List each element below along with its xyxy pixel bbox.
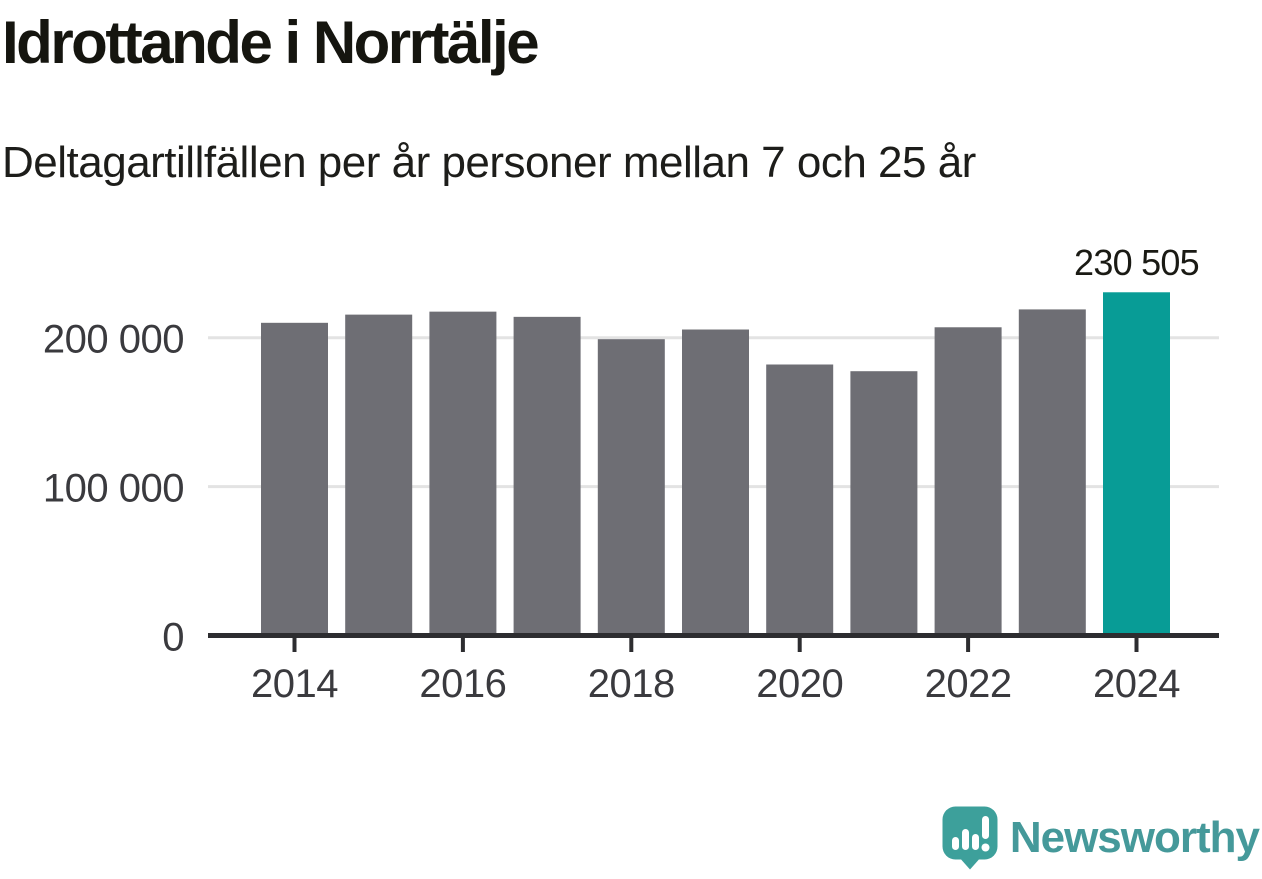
- x-tick-label-2020: 2020: [756, 662, 843, 706]
- x-tick-label-2016: 2016: [419, 662, 506, 706]
- bar-2018: [597, 339, 665, 636]
- brand-footer: Newsworthy: [942, 806, 1260, 870]
- bar-2015: [345, 314, 413, 636]
- logo-exclamation-dot: [981, 843, 990, 852]
- page-title: Idrottande i Norrtälje: [2, 9, 540, 76]
- logo-bar-1: [951, 837, 959, 850]
- bar-2016: [429, 311, 497, 636]
- x-tick-label-2022: 2022: [925, 662, 1012, 706]
- bar-2017: [513, 316, 581, 636]
- y-tick-label-0: 0: [162, 616, 184, 660]
- bar-2014: [261, 322, 328, 636]
- logo-bubble-tail: [957, 856, 982, 870]
- bar-2023: [1018, 309, 1086, 636]
- bar-chart: 2014 2016 2018 2020 2022 2024 0 100 000 200 000 2…: [43, 242, 1219, 706]
- x-tick-label-2014: 2014: [251, 662, 338, 706]
- bar-2024: [1103, 292, 1170, 636]
- newsworthy-logo-icon: [942, 806, 998, 870]
- page-subtitle: Deltagartillfällen per år personer mella…: [2, 138, 976, 187]
- bar-2021: [850, 371, 918, 636]
- logo-bar-2: [961, 829, 969, 850]
- bar-2020: [766, 364, 834, 636]
- logo-exclamation-bar: [981, 816, 989, 839]
- bar-2022: [934, 327, 1002, 636]
- logo-bar-3: [971, 834, 979, 850]
- y-tick-label-100000: 100 000: [43, 467, 184, 511]
- bar-2019: [682, 329, 749, 636]
- logo-bubble: [942, 806, 998, 860]
- y-tick-label-200000: 200 000: [43, 318, 184, 362]
- brand-name: Newsworthy: [1009, 813, 1260, 862]
- highlight-value-label: 230 505: [1074, 242, 1199, 283]
- x-tick-label-2024: 2024: [1093, 662, 1180, 706]
- x-tick-label-2018: 2018: [588, 662, 675, 706]
